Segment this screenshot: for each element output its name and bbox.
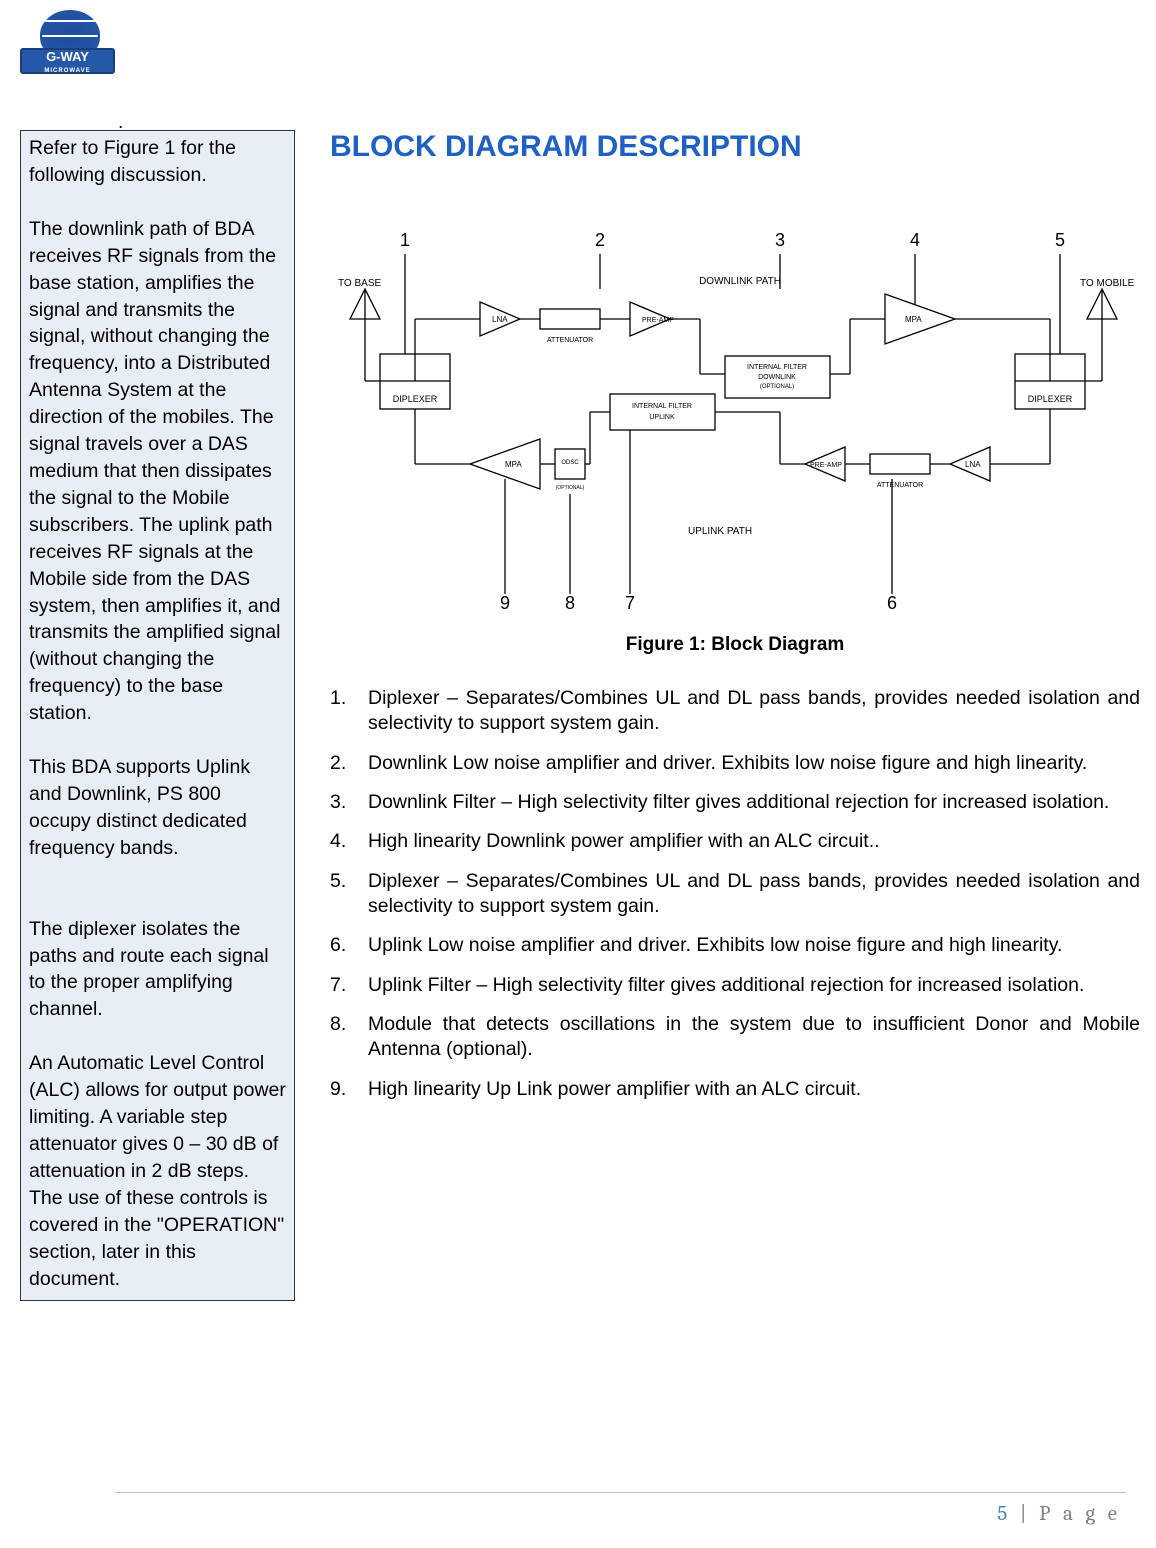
list-num: 4. (330, 829, 358, 854)
list-item: 2. Downlink Low noise amplifier and drive… (330, 751, 1140, 776)
list-item: 7. Uplink Filter – High selectivity filte… (330, 973, 1140, 998)
list-text: High linearity Downlink power amplifier … (368, 830, 880, 852)
list-item: 8. Module that detects oscillations in th… (330, 1012, 1140, 1063)
label-attenuator: ATTENUATOR (547, 337, 593, 344)
label-diplexer-r: DIPLEXER (1028, 394, 1073, 404)
label-downlink-path: DOWNLINK PATH (699, 276, 781, 287)
list-num: 9. (330, 1077, 358, 1102)
label-intfilter-ul: INTERNAL FILTER (632, 403, 692, 410)
diag-num-5: 5 (1055, 230, 1065, 250)
sidebar-p4: The diplexer isolates the paths and rout… (29, 916, 286, 1024)
brand-banner: G-WAY MICROWAVE (20, 48, 115, 74)
list-text: Uplink Filter – High selectivity filter … (368, 974, 1084, 996)
sidebar-p1: Refer to Figure 1 for the following disc… (29, 135, 286, 189)
diag-num-1: 1 (400, 230, 410, 250)
list-num: 2. (330, 751, 358, 776)
brand-logo: G-WAY MICROWAVE (20, 10, 120, 90)
label-attenuator-ul: ATTENUATOR (877, 482, 923, 489)
label-odsc-opt: (OPTIONAL) (556, 485, 585, 491)
diag-num-8: 8 (565, 593, 575, 613)
label-mpa-dl: MPA (905, 315, 922, 324)
diag-num-4: 4 (910, 230, 920, 250)
label-lna: LNA (492, 315, 508, 324)
block-diagram: 1 2 3 4 5 9 8 7 6 TO BASE TO MOBILE DOWN… (330, 224, 1140, 614)
label-uplink-path: UPLINK PATH (688, 526, 752, 537)
list-item: 5. Diplexer – Separates/Combines UL and D… (330, 869, 1140, 920)
label-intfilter-dl2: DOWNLINK (758, 374, 796, 381)
block-diagram-svg: 1 2 3 4 5 9 8 7 6 TO BASE TO MOBILE DOWN… (330, 224, 1140, 614)
list-num: 5. (330, 869, 358, 894)
footer-divider (115, 1492, 1126, 1493)
label-preamp: PRE-AMP (642, 317, 674, 324)
page-number: 5 | P a g e (997, 1502, 1121, 1526)
list-num: 7. (330, 973, 358, 998)
diag-num-9: 9 (500, 593, 510, 613)
list-text: Downlink Filter – High selectivity filte… (368, 791, 1109, 813)
brand-sub: MICROWAVE (22, 64, 113, 78)
list-text: Module that detects oscillations in the … (368, 1013, 1140, 1060)
list-num: 3. (330, 790, 358, 815)
list-item: 1. Diplexer – Separates/Combines UL and D… (330, 686, 1140, 737)
label-lna-ul: LNA (965, 460, 981, 469)
label-to-base: TO BASE (338, 278, 381, 289)
diag-num-3: 3 (775, 230, 785, 250)
main-content: BLOCK DIAGRAM DESCRIPTION (330, 130, 1140, 1116)
section-title: BLOCK DIAGRAM DESCRIPTION (330, 130, 1140, 164)
diag-num-7: 7 (625, 593, 635, 613)
label-diplexer-l: DIPLEXER (393, 394, 438, 404)
list-item: 4. High linearity Downlink power amplifie… (330, 829, 1140, 854)
label-intfilter-ul2: UPLINK (649, 414, 675, 421)
list-num: 8. (330, 1012, 358, 1037)
page-number-value: 5 (997, 1502, 1011, 1526)
list-num: 6. (330, 933, 358, 958)
page-sep: | (1011, 1502, 1039, 1526)
list-text: Downlink Low noise amplifier and driver.… (368, 752, 1087, 774)
label-odsc: ODSC (561, 460, 579, 466)
figure-caption: Figure 1: Block Diagram (330, 634, 1140, 656)
diag-num-2: 2 (595, 230, 605, 250)
list-item: 9. High linearity Up Link power amplifier… (330, 1077, 1140, 1102)
list-text: High linearity Up Link power amplifier w… (368, 1078, 861, 1100)
label-preamp-ul: PRE-AMP (810, 462, 842, 469)
sidebar-p3: This BDA supports Uplink and Downlink, P… (29, 754, 286, 862)
diag-num-6: 6 (887, 593, 897, 613)
list-item: 6. Uplink Low noise amplifier and driver.… (330, 933, 1140, 958)
list-text: Uplink Low noise amplifier and driver. E… (368, 934, 1062, 956)
list-text: Diplexer – Separates/Combines UL and DL … (368, 870, 1140, 917)
sidebar-p5: An Automatic Level Control (ALC) allows … (29, 1050, 286, 1292)
sidebar-description-box: Refer to Figure 1 for the following disc… (20, 130, 295, 1301)
list-text: Diplexer – Separates/Combines UL and DL … (368, 687, 1140, 734)
page-word: P a g e (1039, 1502, 1121, 1526)
label-intfilter-dl: INTERNAL FILTER (747, 364, 807, 371)
label-to-mobile: TO MOBILE (1080, 278, 1135, 289)
label-mpa-ul: MPA (505, 460, 522, 469)
list-num: 1. (330, 686, 358, 711)
label-intfilter-dl-opt: (OPTIONAL) (760, 384, 794, 390)
brand-name: G-WAY (46, 49, 89, 64)
description-list: 1. Diplexer – Separates/Combines UL and D… (330, 686, 1140, 1102)
list-item: 3. Downlink Filter – High selectivity fil… (330, 790, 1140, 815)
sidebar-p2: The downlink path of BDA receives RF sig… (29, 216, 286, 727)
